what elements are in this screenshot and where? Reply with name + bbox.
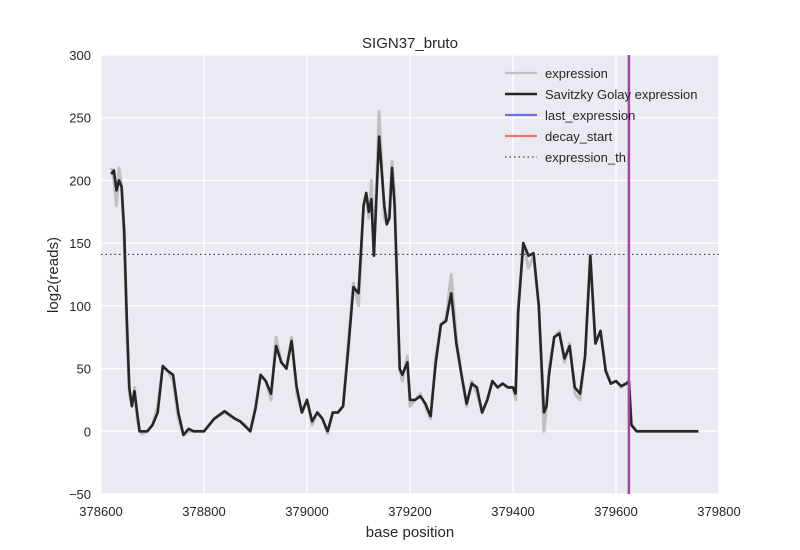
series-savitzky-golay: [110, 135, 699, 437]
y-tick-label: 0: [84, 424, 91, 439]
legend-label: decay_start: [545, 129, 613, 144]
legend: expression Savitzky Golay expression last_…: [505, 66, 697, 165]
y-axis-label: log2(reads): [45, 237, 62, 313]
series-layer: [101, 55, 719, 494]
y-tick-label: 50: [77, 362, 91, 377]
y-tick-label: 150: [69, 236, 91, 251]
x-tick-label: 379000: [285, 504, 328, 519]
x-tick-label: 379600: [594, 504, 637, 519]
x-ticks: 378600 378800 379000 379200 379400 379600 3798…: [79, 504, 740, 519]
legend-label: Savitzky Golay expression: [545, 87, 697, 102]
y-tick-label: −50: [69, 487, 91, 502]
y-tick-label: 250: [69, 111, 91, 126]
y-tick-label: 300: [69, 48, 91, 63]
y-tick-label: 200: [69, 173, 91, 188]
x-tick-label: 378800: [182, 504, 225, 519]
x-axis-label: base position: [366, 524, 454, 541]
legend-label: expression: [545, 66, 608, 81]
x-tick-label: 378600: [79, 504, 122, 519]
legend-label: last_expression: [545, 108, 635, 123]
y-tick-label: 100: [69, 299, 91, 314]
x-tick-label: 379400: [491, 504, 534, 519]
y-ticks: −50 0 50 100 150 200 250 300: [69, 48, 91, 502]
chart-title: SIGN37_bruto: [362, 35, 458, 52]
x-tick-label: 379200: [388, 504, 431, 519]
x-tick-label: 379800: [697, 504, 740, 519]
legend-label: expression_th: [545, 150, 626, 165]
